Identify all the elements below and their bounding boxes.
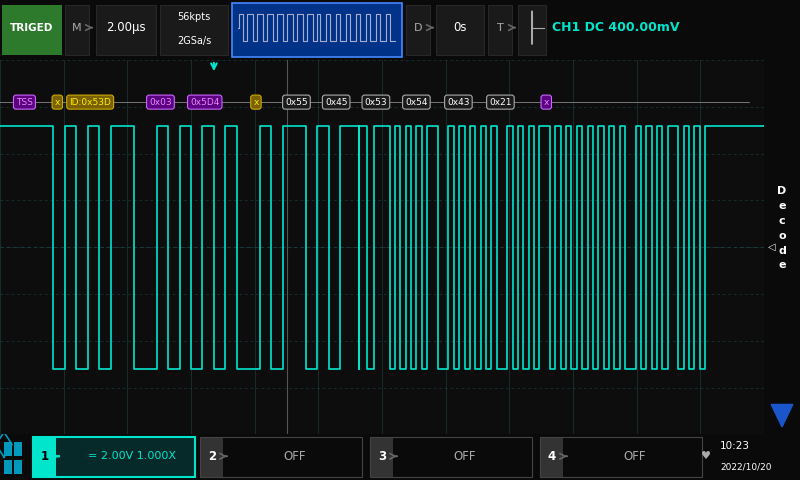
FancyBboxPatch shape xyxy=(160,5,228,55)
Text: 0x21: 0x21 xyxy=(489,97,512,107)
Text: ♥: ♥ xyxy=(701,451,711,461)
FancyBboxPatch shape xyxy=(14,460,22,474)
Text: 4: 4 xyxy=(548,450,556,463)
Text: 2022/10/20: 2022/10/20 xyxy=(720,463,771,472)
Polygon shape xyxy=(771,405,793,427)
Text: 1: 1 xyxy=(41,450,49,463)
Text: 0s: 0s xyxy=(454,21,466,34)
FancyBboxPatch shape xyxy=(200,437,362,477)
FancyBboxPatch shape xyxy=(65,5,89,55)
Text: ◁: ◁ xyxy=(768,242,775,252)
FancyBboxPatch shape xyxy=(406,5,430,55)
Text: 0x03: 0x03 xyxy=(149,97,172,107)
Text: OFF: OFF xyxy=(454,450,476,463)
Text: 0x54: 0x54 xyxy=(405,97,428,107)
Text: = 2.00V 1.000X: = 2.00V 1.000X xyxy=(88,451,176,461)
FancyBboxPatch shape xyxy=(201,438,223,477)
Text: 0x53: 0x53 xyxy=(365,97,387,107)
Text: TRIGED: TRIGED xyxy=(10,23,54,33)
Text: x: x xyxy=(254,97,258,107)
Text: 0x55: 0x55 xyxy=(285,97,308,107)
FancyBboxPatch shape xyxy=(34,438,56,477)
FancyBboxPatch shape xyxy=(232,3,402,57)
Text: 0x5D4: 0x5D4 xyxy=(190,97,219,107)
Text: T: T xyxy=(497,23,503,33)
FancyBboxPatch shape xyxy=(370,437,532,477)
FancyBboxPatch shape xyxy=(518,5,546,55)
Text: x: x xyxy=(54,97,60,107)
Text: D: D xyxy=(414,23,422,33)
Text: ID:0x53D: ID:0x53D xyxy=(70,97,111,107)
FancyBboxPatch shape xyxy=(436,5,484,55)
FancyBboxPatch shape xyxy=(14,442,22,456)
FancyBboxPatch shape xyxy=(33,437,195,477)
Text: x: x xyxy=(543,97,549,107)
Text: 56kpts: 56kpts xyxy=(178,12,210,22)
Text: M: M xyxy=(72,23,82,33)
FancyBboxPatch shape xyxy=(4,442,12,456)
Text: 10:23: 10:23 xyxy=(720,441,750,451)
Text: 0x43: 0x43 xyxy=(447,97,470,107)
Text: TSS: TSS xyxy=(16,97,33,107)
Text: OFF: OFF xyxy=(624,450,646,463)
Text: OFF: OFF xyxy=(284,450,306,463)
Text: 2: 2 xyxy=(208,450,216,463)
Text: 0x45: 0x45 xyxy=(325,97,347,107)
FancyBboxPatch shape xyxy=(4,460,12,474)
FancyBboxPatch shape xyxy=(541,438,563,477)
FancyBboxPatch shape xyxy=(540,437,702,477)
Text: 2.00μs: 2.00μs xyxy=(106,21,146,34)
Text: CH1 DC 400.00mV: CH1 DC 400.00mV xyxy=(552,21,679,34)
Text: 2GSa/s: 2GSa/s xyxy=(177,36,211,46)
FancyBboxPatch shape xyxy=(96,5,156,55)
Text: D
e
c
o
d
e: D e c o d e xyxy=(778,187,786,271)
FancyBboxPatch shape xyxy=(371,438,393,477)
FancyBboxPatch shape xyxy=(488,5,512,55)
Text: 3: 3 xyxy=(378,450,386,463)
FancyBboxPatch shape xyxy=(2,5,62,55)
